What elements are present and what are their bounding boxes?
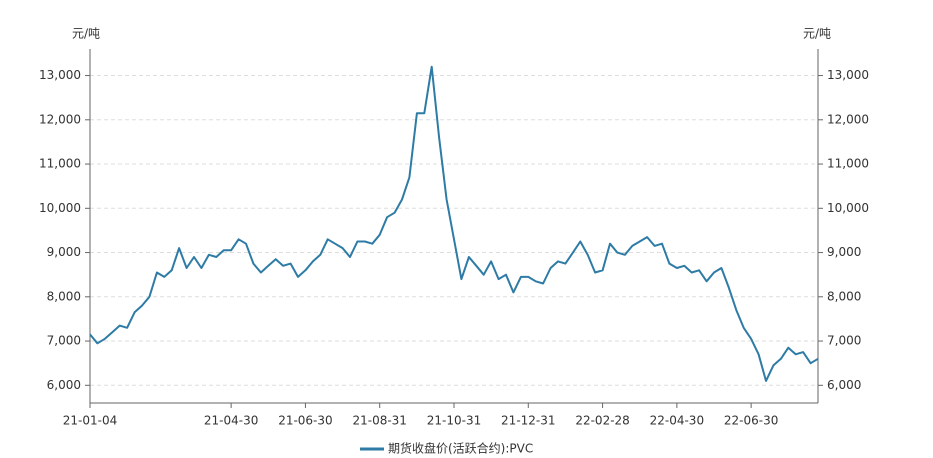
y2-tick-label: 11,000 (827, 157, 869, 171)
x-tick-label: 21-04-30 (204, 414, 258, 428)
y-tick-label: 6,000 (47, 378, 81, 392)
y2-tick-label: 9,000 (827, 245, 861, 259)
x-tick-label: 21-01-04 (63, 414, 117, 428)
x-tick-label: 22-04-30 (650, 414, 704, 428)
y2-tick-label: 12,000 (827, 112, 869, 126)
y2-tick-label: 6,000 (827, 378, 861, 392)
y-unit-right: 元/吨 (803, 27, 831, 41)
y-unit-left: 元/吨 (72, 27, 100, 41)
y2-tick-label: 10,000 (827, 201, 869, 215)
x-tick-label: 21-08-31 (352, 414, 406, 428)
y-tick-label: 7,000 (47, 334, 81, 348)
y2-tick-label: 13,000 (827, 68, 869, 82)
x-tick-label: 22-02-28 (575, 414, 629, 428)
x-tick-label: 22-06-30 (724, 414, 778, 428)
y-tick-label: 9,000 (47, 245, 81, 259)
y2-tick-label: 8,000 (827, 289, 861, 303)
y-tick-label: 13,000 (39, 68, 81, 82)
y-tick-label: 10,000 (39, 201, 81, 215)
y-tick-label: 11,000 (39, 157, 81, 171)
y-tick-label: 12,000 (39, 112, 81, 126)
x-tick-label: 21-12-31 (501, 414, 555, 428)
legend-label: 期货收盘价(活跃合约):PVC (388, 441, 533, 456)
y2-tick-label: 7,000 (827, 334, 861, 348)
y-tick-label: 8,000 (47, 289, 81, 303)
x-tick-label: 21-06-30 (278, 414, 332, 428)
data-line (89, 65, 819, 382)
x-tick-label: 21-10-31 (427, 414, 481, 428)
